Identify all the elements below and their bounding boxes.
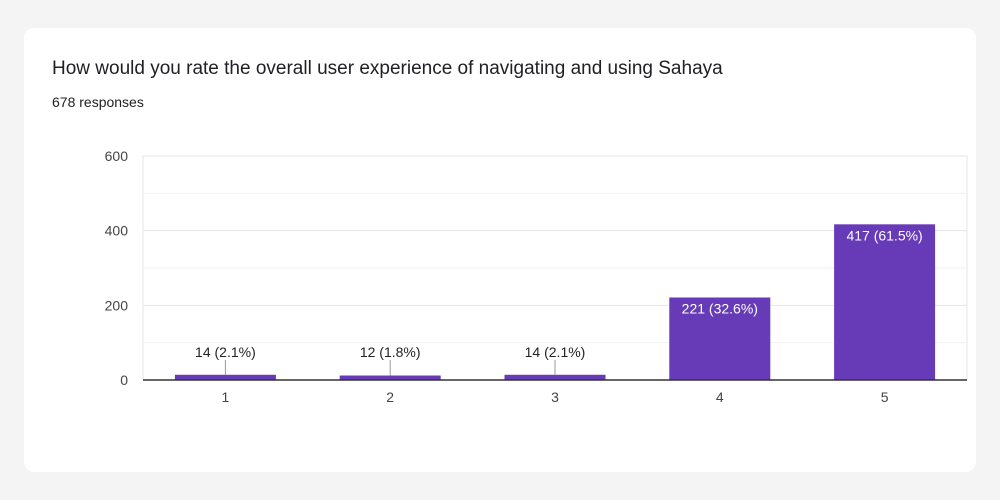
data-label: 14 (2.1%) xyxy=(195,344,256,360)
data-label: 14 (2.1%) xyxy=(525,344,586,360)
y-tick-label: 0 xyxy=(120,372,128,388)
data-label: 417 (61.5%) xyxy=(846,227,922,243)
data-label: 221 (32.6%) xyxy=(682,300,758,316)
x-tick-label: 4 xyxy=(716,389,724,405)
bar xyxy=(339,375,441,380)
x-tick-label: 3 xyxy=(551,389,559,405)
x-tick-label: 5 xyxy=(881,389,889,405)
chart-title: How would you rate the overall user expe… xyxy=(52,58,723,79)
data-label: 12 (1.8%) xyxy=(360,344,421,360)
x-tick-label: 1 xyxy=(222,389,230,405)
x-tick-label: 2 xyxy=(386,389,394,405)
y-tick-label: 600 xyxy=(105,148,129,164)
bar xyxy=(174,374,276,380)
bar xyxy=(834,224,936,380)
response-count: 678 responses xyxy=(52,94,144,110)
bar xyxy=(669,297,771,380)
y-tick-label: 400 xyxy=(105,223,129,239)
y-tick-label: 200 xyxy=(105,297,129,313)
bar xyxy=(504,374,606,380)
bar-chart: 0 200 400 600 14 (2.1%) 1 12 (1.8%) 2 14 (2.1%) 3… xyxy=(105,148,968,405)
chart-card: How would you rate the overall user expe… xyxy=(24,28,976,472)
